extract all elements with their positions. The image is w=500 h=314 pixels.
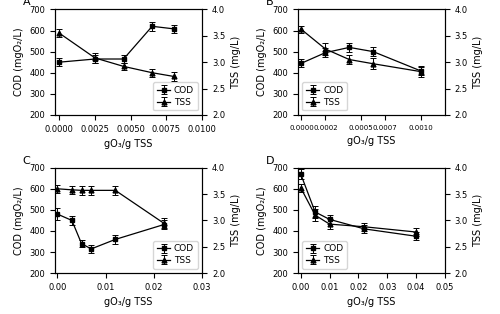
- Legend: COD, TSS: COD, TSS: [302, 83, 347, 111]
- Y-axis label: TSS (mg/L): TSS (mg/L): [230, 194, 240, 247]
- Y-axis label: TSS (mg/L): TSS (mg/L): [474, 35, 484, 89]
- X-axis label: gO₃/g TSS: gO₃/g TSS: [104, 297, 153, 307]
- X-axis label: gO₃/g TSS: gO₃/g TSS: [104, 139, 153, 149]
- Text: D: D: [266, 155, 274, 165]
- Text: B: B: [266, 0, 273, 7]
- Legend: COD, TSS: COD, TSS: [302, 241, 347, 269]
- Y-axis label: TSS (mg/L): TSS (mg/L): [474, 194, 484, 247]
- Text: A: A: [22, 0, 30, 7]
- Y-axis label: COD (mgO₂/L): COD (mgO₂/L): [14, 186, 24, 255]
- X-axis label: gO₃/g TSS: gO₃/g TSS: [347, 136, 396, 146]
- X-axis label: gO₃/g TSS: gO₃/g TSS: [347, 297, 396, 307]
- Y-axis label: TSS (mg/L): TSS (mg/L): [230, 35, 240, 89]
- Y-axis label: COD (mgO₂/L): COD (mgO₂/L): [14, 28, 24, 96]
- Legend: COD, TSS: COD, TSS: [153, 241, 198, 269]
- Y-axis label: COD (mgO₂/L): COD (mgO₂/L): [256, 28, 266, 96]
- Y-axis label: COD (mgO₂/L): COD (mgO₂/L): [256, 186, 266, 255]
- Text: C: C: [22, 155, 30, 165]
- Legend: COD, TSS: COD, TSS: [153, 83, 198, 111]
